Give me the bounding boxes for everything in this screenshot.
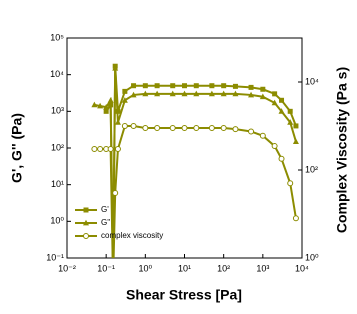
- data-point: [154, 90, 161, 97]
- data-point: [292, 138, 299, 144]
- data-point: [279, 97, 285, 103]
- data-point: [193, 125, 200, 132]
- data-point: [97, 102, 104, 109]
- data-point: [248, 128, 255, 135]
- data-point: [114, 119, 121, 125]
- data-point: [170, 83, 176, 89]
- data-point: [278, 155, 285, 162]
- data-point: [193, 90, 200, 97]
- x-tick-label: 10⁻¹: [97, 263, 115, 273]
- data-point: [271, 99, 278, 106]
- y-tick-label: 10³: [51, 106, 64, 116]
- y-tick-label: 10⁴: [50, 69, 64, 79]
- data-point: [111, 279, 116, 284]
- data-point: [208, 125, 215, 132]
- data-point: [287, 119, 294, 125]
- data-point: [142, 83, 148, 89]
- y2-tick-label: 10⁰: [305, 252, 319, 262]
- data-point: [154, 125, 161, 132]
- data-point: [103, 108, 109, 114]
- y2-axis-title: Complex Viscosity (Pa s): [334, 67, 350, 233]
- x-tick-label: 10¹: [178, 263, 191, 273]
- plot-area: [91, 63, 299, 284]
- data-point: [169, 90, 176, 97]
- data-point: [181, 90, 188, 97]
- legend-text: G'': [101, 218, 111, 227]
- data-point: [169, 125, 176, 132]
- data-point: [292, 215, 299, 222]
- data-point: [221, 83, 227, 89]
- data-point: [220, 90, 227, 97]
- data-point: [260, 86, 266, 92]
- data-point: [142, 90, 149, 97]
- data-point: [107, 146, 114, 153]
- data-point: [232, 126, 239, 133]
- x-tick-label: 10⁴: [295, 263, 309, 273]
- data-point: [193, 83, 199, 89]
- data-point: [278, 108, 285, 114]
- data-point: [130, 123, 137, 129]
- x-tick-label: 10⁻²: [58, 263, 76, 273]
- data-point: [248, 91, 255, 98]
- data-point: [259, 93, 266, 100]
- data-point: [103, 103, 110, 110]
- y-tick-label: 10⁰: [50, 216, 64, 226]
- y-axis-title: G', G'' (Pa): [9, 113, 25, 183]
- data-point: [142, 125, 149, 132]
- data-point: [91, 146, 98, 153]
- data-point: [107, 97, 114, 103]
- data-point: [220, 125, 227, 132]
- legend-text: complex viscosity: [101, 231, 163, 240]
- data-point: [232, 83, 238, 89]
- data-point: [121, 97, 128, 103]
- x-tick-label: 10⁰: [139, 263, 153, 273]
- y-tick-label: 10²: [51, 142, 64, 152]
- data-point: [272, 91, 278, 97]
- y2-tick-label: 10⁴: [305, 76, 319, 86]
- data-point: [181, 125, 188, 132]
- data-point: [232, 90, 239, 97]
- data-point: [271, 143, 278, 150]
- data-point: [122, 88, 128, 94]
- data-point: [208, 90, 215, 97]
- y-tick-label: 10¹: [51, 179, 64, 189]
- y-tick-label: 10⁵: [50, 32, 64, 42]
- data-point: [248, 84, 254, 90]
- x-tick-label: 10³: [256, 263, 269, 273]
- legend-text: G': [101, 205, 109, 214]
- data-point: [83, 207, 89, 213]
- data-point: [121, 123, 128, 129]
- data-point: [112, 65, 119, 71]
- x-tick-label: 10²: [217, 263, 230, 273]
- y2-tick-label: 10²: [305, 164, 318, 174]
- data-point: [91, 101, 98, 108]
- data-point: [112, 190, 119, 197]
- data-point: [154, 83, 160, 89]
- data-point: [114, 146, 121, 153]
- data-point: [182, 83, 187, 89]
- data-point: [97, 146, 104, 153]
- data-point: [130, 91, 137, 98]
- data-point: [293, 123, 299, 129]
- data-point: [287, 108, 293, 114]
- x-axis-title: Shear Stress [Pa]: [126, 287, 242, 303]
- data-point: [259, 132, 266, 139]
- data-point: [287, 180, 294, 187]
- y-tick-label: 10⁻¹: [46, 252, 64, 262]
- data-point: [209, 83, 215, 89]
- data-point: [83, 219, 89, 226]
- data-point: [83, 233, 89, 239]
- data-point: [131, 83, 137, 89]
